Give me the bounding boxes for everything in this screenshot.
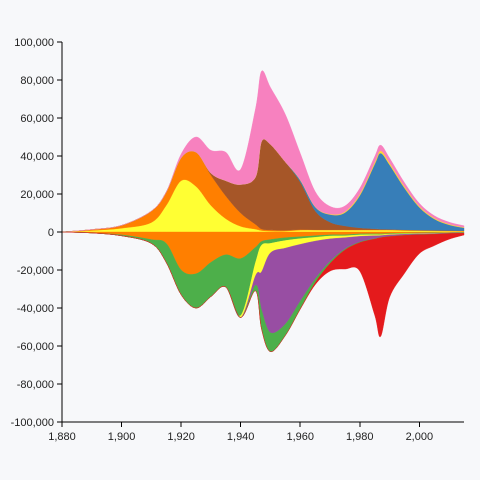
y-tick-label: 20,000	[20, 189, 54, 201]
y-tick-label: 40,000	[20, 151, 54, 163]
x-axis: 1,880 1,900 1,920 1,940 1,960 1,980 2,000	[48, 421, 464, 443]
x-tick-label: 1,900	[108, 431, 136, 443]
x-tick-label: 2,000	[406, 431, 434, 443]
upper-area-6	[61, 70, 465, 233]
y-tick-label: -20,000	[17, 265, 54, 277]
y-tick-label: -80,000	[17, 379, 54, 391]
y-tick-label: 100,000	[14, 37, 54, 49]
x-tick-label: 1,980	[346, 431, 374, 443]
y-tick-label: 60,000	[20, 113, 54, 125]
y-tick-label: -60,000	[17, 341, 54, 353]
area-layers	[61, 70, 465, 352]
y-tick-label: -40,000	[17, 303, 54, 315]
y-tick-label: 80,000	[20, 75, 54, 87]
y-tick-label: 0	[48, 227, 54, 239]
lower-area-6	[61, 231, 465, 352]
x-tick-label: 1,880	[48, 431, 76, 443]
x-tick-label: 1,920	[167, 431, 195, 443]
y-tick-label: -100,000	[11, 417, 54, 429]
x-tick-label: 1,960	[286, 431, 314, 443]
y-axis: 100,000 80,000 60,000 40,000 20,000 0 -20,000 -…	[11, 37, 63, 429]
x-tick-label: 1,940	[227, 431, 255, 443]
